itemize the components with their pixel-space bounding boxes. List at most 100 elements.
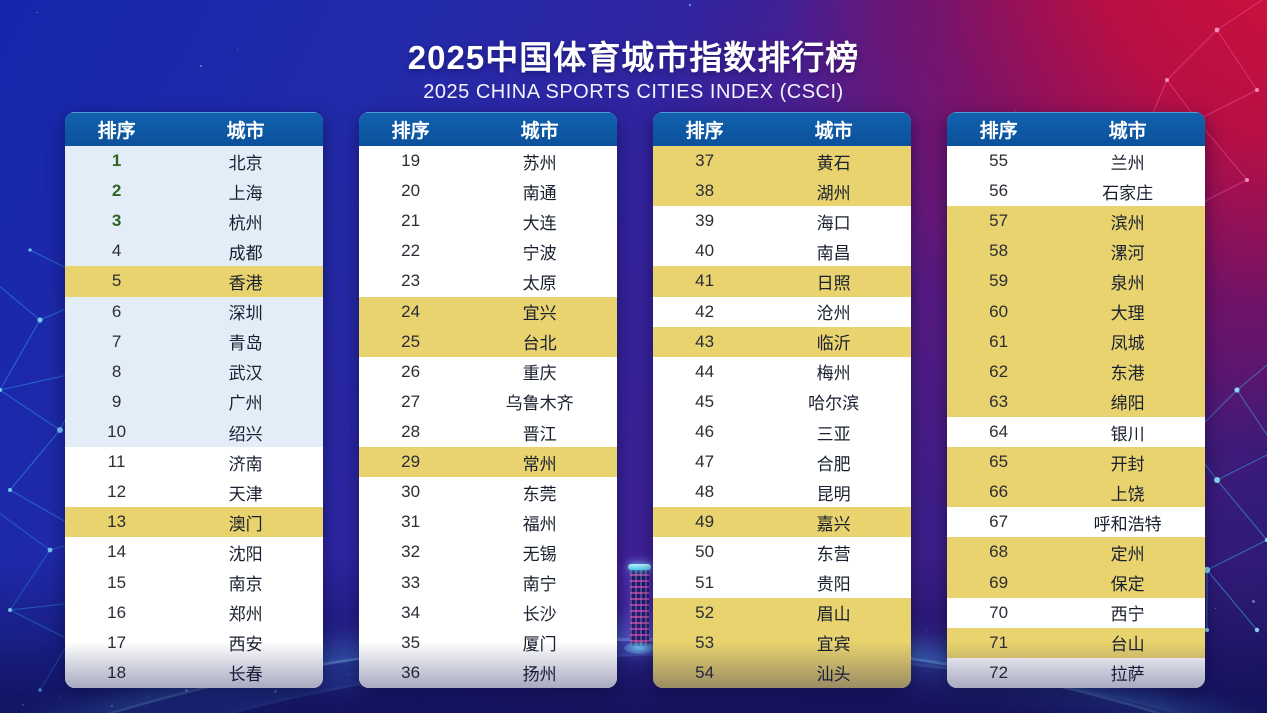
- table-row: 51 贵阳: [653, 567, 911, 598]
- table-row: 41 日照: [653, 266, 911, 297]
- city-cell: 深圳: [228, 304, 263, 324]
- rank-cell: 34: [401, 602, 421, 622]
- city-cell: 漯河: [1110, 243, 1145, 263]
- table-row: 22 宁波: [359, 236, 617, 267]
- city-cell: 西宁: [1110, 605, 1145, 625]
- table-row: 42 沧州: [653, 296, 911, 327]
- table-body: 55 兰州 56 石家庄 57 滨州 58 漯河 59 泉州 60 大理 61 凤城 62 东港 63 绵阳 64 银…: [947, 146, 1205, 688]
- rank-cell: 59: [989, 271, 1009, 291]
- rank-cell: 19: [401, 151, 421, 171]
- table-body: 19 苏州 20 南通 21 大连 22 宁波 23 太原 24 宜兴 25 台北 26 重庆 27 乌鲁木齐 28…: [359, 146, 617, 688]
- city-cell: 澳门: [228, 514, 263, 534]
- city-cell: 东港: [1110, 364, 1145, 384]
- city-column-header: 城市: [520, 120, 559, 142]
- rank-cell: 7: [111, 331, 122, 351]
- city-cell: 东莞: [522, 484, 557, 504]
- table-row: 37 黄石: [653, 146, 911, 177]
- rank-cell: 2: [111, 181, 122, 201]
- city-cell: 贵阳: [816, 575, 851, 595]
- city-cell: 济南: [228, 454, 263, 474]
- city-cell: 凤城: [1110, 334, 1145, 354]
- table-row: 13 澳门: [65, 507, 323, 538]
- table-row: 56 石家庄: [947, 176, 1205, 207]
- rank-cell: 67: [989, 512, 1009, 532]
- rank-cell: 45: [695, 391, 715, 411]
- rank-cell: 60: [989, 301, 1009, 321]
- rank-cell: 64: [989, 422, 1009, 442]
- city-column-header: 城市: [1108, 120, 1147, 142]
- city-cell: 定州: [1110, 544, 1145, 564]
- city-cell: 绍兴: [228, 424, 263, 444]
- rank-cell: 22: [401, 241, 421, 261]
- city-cell: 哈尔滨: [808, 394, 860, 414]
- table-row: 62 东港: [947, 356, 1205, 387]
- table-row: 72 拉萨: [947, 657, 1205, 688]
- rank-cell: 55: [989, 151, 1009, 171]
- city-cell: 台北: [522, 334, 557, 354]
- rank-cell: 58: [989, 241, 1009, 261]
- table-row: 28 晋江: [359, 416, 617, 448]
- city-cell: 太原: [522, 273, 557, 293]
- rank-cell: 56: [989, 181, 1009, 201]
- city-cell: 大连: [522, 213, 557, 233]
- page-title: 2025中国体育城市指数排行榜: [407, 39, 860, 76]
- rank-cell: 52: [695, 602, 715, 622]
- table-row: 20 南通: [359, 176, 617, 207]
- rank-cell: 48: [695, 482, 715, 502]
- table-row: 11 济南: [65, 447, 323, 478]
- city-cell: 苏州: [522, 153, 557, 173]
- city-cell: 宜兴: [522, 304, 557, 324]
- city-cell: 郑州: [228, 605, 263, 625]
- rank-cell: 12: [107, 482, 127, 502]
- table-row: 12 天津: [65, 477, 323, 508]
- table-row: 32 无锡: [359, 537, 617, 568]
- city-cell: 三亚: [816, 424, 851, 444]
- rank-cell: 50: [695, 542, 715, 562]
- rank-cell: 21: [401, 211, 421, 231]
- rank-cell: 18: [107, 662, 127, 682]
- city-cell: 昆明: [816, 484, 851, 504]
- table-row: 49 嘉兴: [653, 507, 911, 538]
- table-row: 44 梅州: [653, 356, 911, 387]
- city-cell: 泉州: [1110, 273, 1145, 293]
- table-row: 15 南京: [65, 567, 323, 598]
- city-cell: 无锡: [522, 544, 557, 564]
- rank-cell: 72: [989, 662, 1009, 682]
- table-row: 30 东莞: [359, 477, 617, 508]
- rank-cell: 63: [989, 391, 1009, 411]
- rank-column-header: 排序: [979, 120, 1018, 142]
- table-row: 54 汕头: [653, 657, 911, 688]
- city-cell: 东营: [816, 544, 851, 564]
- city-cell: 北京: [228, 153, 263, 173]
- city-cell: 西安: [228, 635, 263, 655]
- ranking-table-1: 排序 城市 1 北京 2 上海 3 杭州 4 成都 5 香港 6 深圳 7 青岛 8 武汉 9 广州 10 绍兴 11 济…: [65, 112, 323, 688]
- rank-cell: 16: [107, 602, 127, 622]
- rank-cell: 69: [989, 572, 1009, 592]
- city-cell: 梅州: [816, 364, 851, 384]
- rank-cell: 51: [695, 572, 715, 592]
- table-row: 1 北京: [65, 146, 323, 177]
- table-row: 47 合肥: [653, 447, 911, 478]
- rank-cell: 37: [695, 151, 715, 171]
- rank-cell: 54: [695, 662, 715, 682]
- table-row: 4 成都: [65, 236, 323, 267]
- city-cell: 南宁: [522, 575, 557, 595]
- city-cell: 长沙: [522, 605, 557, 625]
- table-row: 16 郑州: [65, 597, 323, 628]
- rank-cell: 27: [401, 391, 421, 411]
- table-row: 46 三亚: [653, 416, 911, 448]
- table-row: 68 定州: [947, 537, 1205, 568]
- table-row: 39 海口: [653, 206, 911, 237]
- city-cell: 扬州: [522, 665, 557, 685]
- table-row: 43 临沂: [653, 326, 911, 357]
- city-cell: 厦门: [522, 635, 557, 655]
- rank-cell: 47: [695, 452, 715, 472]
- table-row: 10 绍兴: [65, 416, 323, 448]
- rank-cell: 36: [401, 662, 421, 682]
- rank-cell: 24: [401, 301, 421, 321]
- rank-cell: 1: [111, 151, 122, 171]
- rank-cell: 20: [401, 181, 421, 201]
- city-column-header: 城市: [814, 120, 853, 142]
- table-row: 64 银川: [947, 416, 1205, 448]
